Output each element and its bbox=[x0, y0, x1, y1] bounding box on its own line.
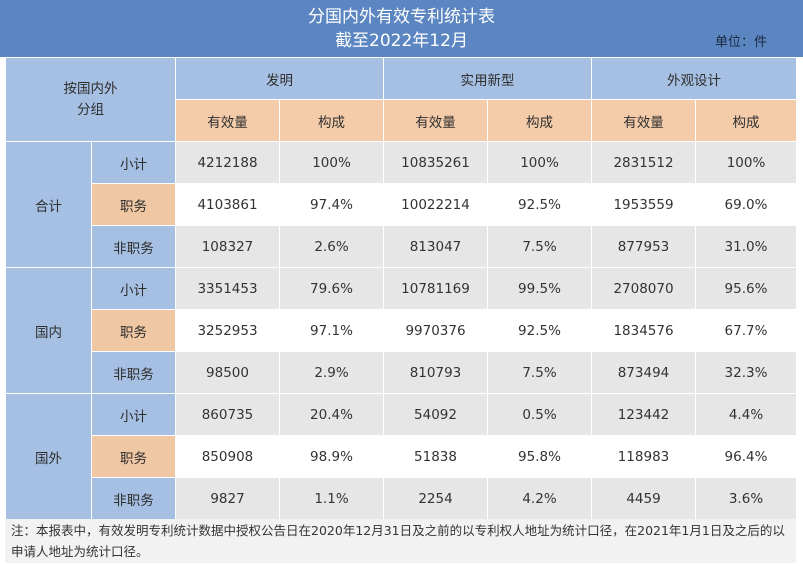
cell-value: 10835261 bbox=[383, 141, 488, 184]
cell-value: 2708070 bbox=[591, 267, 696, 310]
patent-stats-table: 按国内外 分组 发明 实用新型 外观设计 有效量 构成 有效量 构成 有效量 构… bbox=[5, 57, 797, 520]
cell-value: 98.9% bbox=[279, 435, 384, 478]
row-label: 小计 bbox=[91, 267, 176, 310]
cell-value: 95.6% bbox=[695, 267, 797, 310]
cell-value: 95.8% bbox=[487, 435, 592, 478]
cell-value: 100% bbox=[279, 141, 384, 184]
cell-value: 1834576 bbox=[591, 309, 696, 352]
cell-value: 4.4% bbox=[695, 393, 797, 436]
cell-value: 4212188 bbox=[175, 141, 280, 184]
report-title: 分国内外有效专利统计表 bbox=[308, 7, 495, 27]
cell-value: 813047 bbox=[383, 225, 488, 268]
cell-value: 10781169 bbox=[383, 267, 488, 310]
row-label: 小计 bbox=[91, 393, 176, 436]
cell-value: 99.5% bbox=[487, 267, 592, 310]
header-sub: 有效量 bbox=[383, 99, 488, 142]
cell-value: 4459 bbox=[591, 477, 696, 520]
header-sub: 有效量 bbox=[175, 99, 280, 142]
cell-value: 9827 bbox=[175, 477, 280, 520]
cell-value: 123442 bbox=[591, 393, 696, 436]
cell-value: 3.6% bbox=[695, 477, 797, 520]
header-group-utility-model: 实用新型 bbox=[383, 57, 592, 100]
cell-value: 9970376 bbox=[383, 309, 488, 352]
cell-value: 1953559 bbox=[591, 183, 696, 226]
cell-value: 2254 bbox=[383, 477, 488, 520]
cell-value: 873494 bbox=[591, 351, 696, 394]
cell-value: 69.0% bbox=[695, 183, 797, 226]
table-row: 职务 850908 98.9% 51838 95.8% 118983 96.4% bbox=[6, 435, 797, 478]
table-row: 国内 小计 3351453 79.6% 10781169 99.5% 27080… bbox=[5, 267, 797, 394]
cell-value: 97.1% bbox=[279, 309, 384, 352]
row-label: 小计 bbox=[91, 141, 176, 184]
header-corner-line2: 分组 bbox=[77, 101, 104, 118]
table-row: 职务 3252953 97.1% 9970376 92.5% 1834576 6… bbox=[6, 309, 797, 352]
cell-value: 100% bbox=[695, 141, 797, 184]
cell-value: 92.5% bbox=[487, 309, 592, 352]
cell-value: 2.9% bbox=[279, 351, 384, 394]
report-subtitle: 截至2022年12月 bbox=[335, 31, 468, 51]
cell-value: 7.5% bbox=[487, 351, 592, 394]
header-corner: 按国内外 分组 bbox=[5, 57, 176, 142]
cell-value: 97.4% bbox=[279, 183, 384, 226]
cell-value: 98500 bbox=[175, 351, 280, 394]
cell-value: 108327 bbox=[175, 225, 280, 268]
cell-value: 7.5% bbox=[487, 225, 592, 268]
table-row: 非职务 108327 2.6% 813047 7.5% 877953 31.0% bbox=[6, 225, 797, 268]
table-row: 职务 4103861 97.4% 10022214 92.5% 1953559 … bbox=[6, 183, 797, 226]
cell-value: 20.4% bbox=[279, 393, 384, 436]
cell-value: 850908 bbox=[175, 435, 280, 478]
cell-value: 4.2% bbox=[487, 477, 592, 520]
cell-value: 79.6% bbox=[279, 267, 384, 310]
unit-label: 单位：件 bbox=[714, 35, 767, 50]
cell-value: 877953 bbox=[591, 225, 696, 268]
table-row: 非职务 98500 2.9% 810793 7.5% 873494 32.3% bbox=[6, 351, 797, 394]
cell-value: 3252953 bbox=[175, 309, 280, 352]
row-label: 职务 bbox=[91, 309, 176, 352]
cell-value: 54092 bbox=[383, 393, 488, 436]
cell-value: 31.0% bbox=[695, 225, 797, 268]
cell-value: 810793 bbox=[383, 351, 488, 394]
cell-value: 4103861 bbox=[175, 183, 280, 226]
cell-value: 2.6% bbox=[279, 225, 384, 268]
header-group-design: 外观设计 bbox=[591, 57, 797, 100]
cell-value: 118983 bbox=[591, 435, 696, 478]
table-row: 合计 小计 4212188 100% 10835261 100% 2831512… bbox=[5, 141, 797, 268]
row-label: 非职务 bbox=[91, 477, 176, 520]
cell-value: 32.3% bbox=[695, 351, 797, 394]
section-label: 合计 bbox=[5, 141, 92, 268]
cell-value: 2831512 bbox=[591, 141, 696, 184]
footnote: 注：本报表中，有效发明专利统计数据中授权公告日在2020年12月31日及之前的以… bbox=[5, 519, 796, 563]
header-sub: 有效量 bbox=[591, 99, 696, 142]
row-label: 非职务 bbox=[91, 351, 176, 394]
header-sub: 构成 bbox=[487, 99, 592, 142]
header-group-invention: 发明 bbox=[175, 57, 384, 100]
header-sub: 构成 bbox=[695, 99, 797, 142]
cell-value: 67.7% bbox=[695, 309, 797, 352]
header-corner-line1: 按国内外 bbox=[63, 80, 118, 97]
table-row: 非职务 9827 1.1% 2254 4.2% 4459 3.6% bbox=[6, 477, 797, 520]
cell-value: 96.4% bbox=[695, 435, 797, 478]
header-sub: 构成 bbox=[279, 99, 384, 142]
cell-value: 1.1% bbox=[279, 477, 384, 520]
row-label: 职务 bbox=[91, 435, 176, 478]
section-label: 国外 bbox=[5, 393, 92, 520]
cell-value: 3351453 bbox=[175, 267, 280, 310]
cell-value: 0.5% bbox=[487, 393, 592, 436]
cell-value: 10022214 bbox=[383, 183, 488, 226]
title-bar: 分国内外有效专利统计表 截至2022年12月 单位：件 bbox=[0, 0, 803, 57]
cell-value: 51838 bbox=[383, 435, 488, 478]
cell-value: 860735 bbox=[175, 393, 280, 436]
table-row: 国外 小计 860735 20.4% 54092 0.5% 123442 4.4… bbox=[5, 393, 797, 520]
cell-value: 100% bbox=[487, 141, 592, 184]
row-label: 非职务 bbox=[91, 225, 176, 268]
cell-value: 92.5% bbox=[487, 183, 592, 226]
row-label: 职务 bbox=[91, 183, 176, 226]
section-label: 国内 bbox=[5, 267, 92, 394]
